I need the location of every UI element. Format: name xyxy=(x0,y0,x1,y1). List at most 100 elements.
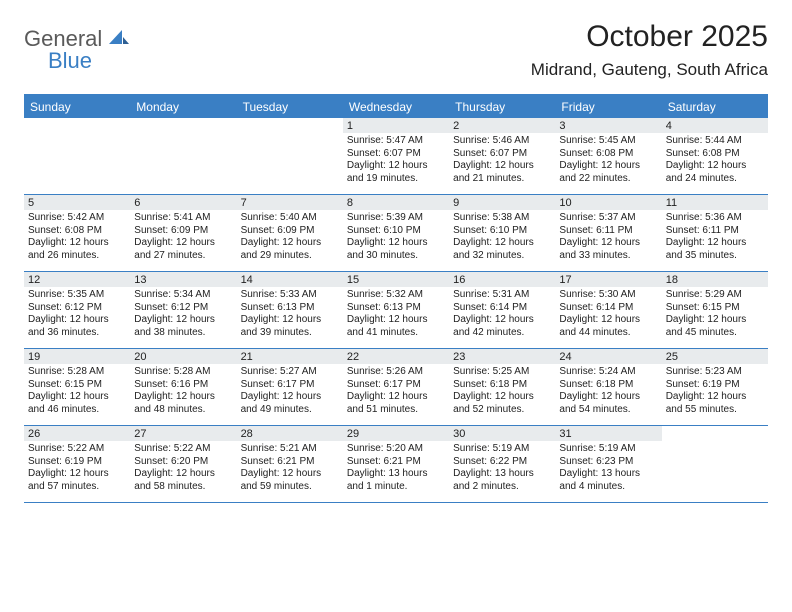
day-number: 14 xyxy=(241,274,339,286)
sunrise-text: Sunrise: 5:23 AM xyxy=(666,366,764,379)
sunrise-text: Sunrise: 5:34 AM xyxy=(134,289,232,302)
daylight-text: Daylight: 12 hours xyxy=(347,314,445,327)
daylight-text: and 58 minutes. xyxy=(134,481,232,494)
day-cell: 14Sunrise: 5:33 AMSunset: 6:13 PMDayligh… xyxy=(237,272,343,348)
day-number-band: 29 xyxy=(343,426,449,441)
day-number: 5 xyxy=(28,197,126,209)
day-number-band: 5 xyxy=(24,195,130,210)
sunset-text: Sunset: 6:17 PM xyxy=(241,379,339,392)
daylight-text: Daylight: 12 hours xyxy=(559,314,657,327)
sunrise-text: Sunrise: 5:37 AM xyxy=(559,212,657,225)
day-number: 16 xyxy=(453,274,551,286)
daylight-text: Daylight: 12 hours xyxy=(28,391,126,404)
daylight-text: Daylight: 12 hours xyxy=(241,468,339,481)
sunset-text: Sunset: 6:12 PM xyxy=(28,302,126,315)
sunrise-text: Sunrise: 5:25 AM xyxy=(453,366,551,379)
daylight-text: Daylight: 12 hours xyxy=(241,314,339,327)
daylight-text: Daylight: 12 hours xyxy=(28,314,126,327)
daylight-text: and 29 minutes. xyxy=(241,250,339,263)
dow-wednesday: Wednesday xyxy=(343,96,449,118)
daylight-text: and 46 minutes. xyxy=(28,404,126,417)
month-title: October 2025 xyxy=(531,20,768,54)
day-cell: 25Sunrise: 5:23 AMSunset: 6:19 PMDayligh… xyxy=(662,349,768,425)
daylight-text: Daylight: 12 hours xyxy=(666,391,764,404)
sunset-text: Sunset: 6:19 PM xyxy=(666,379,764,392)
daylight-text: and 24 minutes. xyxy=(666,173,764,186)
daylight-text: and 45 minutes. xyxy=(666,327,764,340)
daylight-text: and 52 minutes. xyxy=(453,404,551,417)
daylight-text: and 36 minutes. xyxy=(28,327,126,340)
day-number: 17 xyxy=(559,274,657,286)
daylight-text: and 30 minutes. xyxy=(347,250,445,263)
dow-saturday: Saturday xyxy=(662,96,768,118)
day-number-band: 15 xyxy=(343,272,449,287)
day-cell: 18Sunrise: 5:29 AMSunset: 6:15 PMDayligh… xyxy=(662,272,768,348)
day-number-band: 31 xyxy=(555,426,661,441)
daylight-text: and 49 minutes. xyxy=(241,404,339,417)
week-row: 12Sunrise: 5:35 AMSunset: 6:12 PMDayligh… xyxy=(24,272,768,349)
sunrise-text: Sunrise: 5:42 AM xyxy=(28,212,126,225)
daylight-text: Daylight: 12 hours xyxy=(28,468,126,481)
daylight-text: and 26 minutes. xyxy=(28,250,126,263)
day-number-band: 20 xyxy=(130,349,236,364)
day-cell: 3Sunrise: 5:45 AMSunset: 6:08 PMDaylight… xyxy=(555,118,661,194)
sunset-text: Sunset: 6:11 PM xyxy=(666,225,764,238)
day-number: 3 xyxy=(559,120,657,132)
week-row: 5Sunrise: 5:42 AMSunset: 6:08 PMDaylight… xyxy=(24,195,768,272)
daylight-text: Daylight: 12 hours xyxy=(666,237,764,250)
day-cell: 29Sunrise: 5:20 AMSunset: 6:21 PMDayligh… xyxy=(343,426,449,502)
daylight-text: and 1 minute. xyxy=(347,481,445,494)
day-number-band: 12 xyxy=(24,272,130,287)
week-row: 19Sunrise: 5:28 AMSunset: 6:15 PMDayligh… xyxy=(24,349,768,426)
location: Midrand, Gauteng, South Africa xyxy=(531,60,768,80)
day-number: 18 xyxy=(666,274,764,286)
sunrise-text: Sunrise: 5:36 AM xyxy=(666,212,764,225)
day-cell: 6Sunrise: 5:41 AMSunset: 6:09 PMDaylight… xyxy=(130,195,236,271)
sunrise-text: Sunrise: 5:24 AM xyxy=(559,366,657,379)
sunrise-text: Sunrise: 5:35 AM xyxy=(28,289,126,302)
daylight-text: Daylight: 12 hours xyxy=(453,314,551,327)
day-number: 29 xyxy=(347,428,445,440)
sunset-text: Sunset: 6:23 PM xyxy=(559,456,657,469)
logo: General Blue xyxy=(24,26,129,74)
daylight-text: and 54 minutes. xyxy=(559,404,657,417)
daylight-text: and 2 minutes. xyxy=(453,481,551,494)
dow-thursday: Thursday xyxy=(449,96,555,118)
week-row: 1Sunrise: 5:47 AMSunset: 6:07 PMDaylight… xyxy=(24,118,768,195)
sunset-text: Sunset: 6:13 PM xyxy=(347,302,445,315)
sunset-text: Sunset: 6:11 PM xyxy=(559,225,657,238)
daylight-text: Daylight: 12 hours xyxy=(559,237,657,250)
sunrise-text: Sunrise: 5:44 AM xyxy=(666,135,764,148)
sunset-text: Sunset: 6:21 PM xyxy=(347,456,445,469)
day-number: 12 xyxy=(28,274,126,286)
daylight-text: and 55 minutes. xyxy=(666,404,764,417)
day-number: 30 xyxy=(453,428,551,440)
daylight-text: and 38 minutes. xyxy=(134,327,232,340)
dow-row: Sunday Monday Tuesday Wednesday Thursday… xyxy=(24,96,768,118)
day-cell xyxy=(662,426,768,502)
day-number: 7 xyxy=(241,197,339,209)
day-cell xyxy=(130,118,236,194)
sunset-text: Sunset: 6:21 PM xyxy=(241,456,339,469)
sunrise-text: Sunrise: 5:28 AM xyxy=(28,366,126,379)
sunrise-text: Sunrise: 5:21 AM xyxy=(241,443,339,456)
daylight-text: and 22 minutes. xyxy=(559,173,657,186)
daylight-text: and 32 minutes. xyxy=(453,250,551,263)
day-number: 20 xyxy=(134,351,232,363)
logo-text-block: General Blue xyxy=(24,26,129,74)
daylight-text: and 39 minutes. xyxy=(241,327,339,340)
sunrise-text: Sunrise: 5:32 AM xyxy=(347,289,445,302)
sunrise-text: Sunrise: 5:22 AM xyxy=(28,443,126,456)
day-cell: 28Sunrise: 5:21 AMSunset: 6:21 PMDayligh… xyxy=(237,426,343,502)
sunrise-text: Sunrise: 5:20 AM xyxy=(347,443,445,456)
sunrise-text: Sunrise: 5:29 AM xyxy=(666,289,764,302)
sunset-text: Sunset: 6:08 PM xyxy=(559,148,657,161)
daylight-text: Daylight: 12 hours xyxy=(347,237,445,250)
daylight-text: and 21 minutes. xyxy=(453,173,551,186)
sunset-text: Sunset: 6:13 PM xyxy=(241,302,339,315)
sunrise-text: Sunrise: 5:26 AM xyxy=(347,366,445,379)
daylight-text: Daylight: 12 hours xyxy=(666,160,764,173)
header: General Blue October 2025 Midrand, Gaute… xyxy=(24,20,768,80)
sunrise-text: Sunrise: 5:28 AM xyxy=(134,366,232,379)
sunset-text: Sunset: 6:09 PM xyxy=(241,225,339,238)
